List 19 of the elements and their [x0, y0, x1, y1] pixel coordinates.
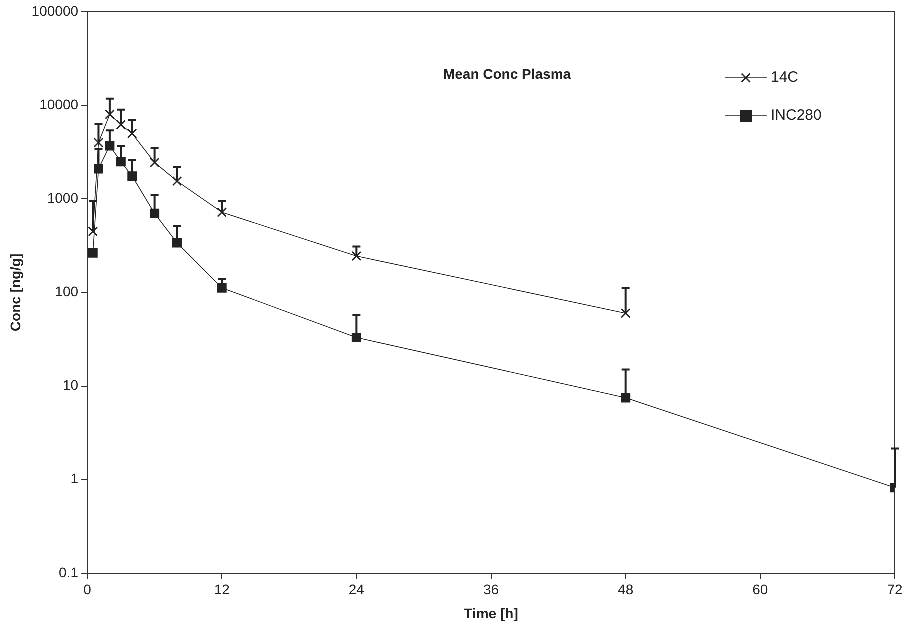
x-tick-label: 48 — [618, 582, 634, 598]
x-axis-title: Time [h] — [464, 605, 518, 622]
legend-label: 14C — [771, 69, 799, 86]
y-tick-label: 100 — [55, 284, 79, 300]
x-tick-label: 72 — [887, 582, 903, 598]
y-tick-label: 1000 — [47, 190, 79, 206]
x-tick-label: 24 — [348, 582, 365, 598]
text: Mean Conc Plasma — [443, 66, 572, 82]
y-tick-label: 10 — [62, 377, 79, 394]
x-tick-label: 36 — [483, 582, 500, 598]
legend-label: INC280 — [771, 107, 822, 124]
y-axis-title: Conc [ng/g] — [7, 254, 24, 332]
y-tick-label: 100000 — [32, 2, 79, 19]
x-tick-label: 12 — [214, 582, 230, 598]
y-tick-label: 10000 — [40, 96, 79, 112]
x-tick-label: 60 — [752, 582, 768, 598]
y-tick-label: 0.1 — [59, 564, 79, 580]
y-tick-label: 1 — [70, 470, 79, 487]
x-tick-label: 0 — [84, 582, 92, 598]
